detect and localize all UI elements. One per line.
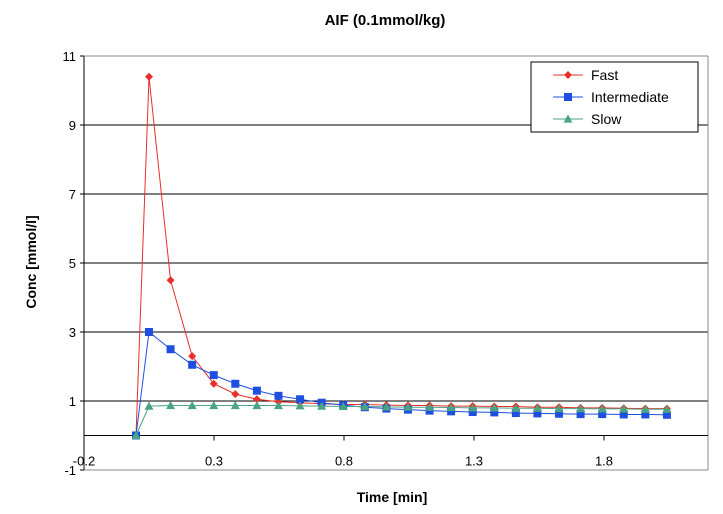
data-point-slow <box>295 401 305 410</box>
data-point-fast <box>252 395 261 404</box>
data-point-slow <box>230 400 240 410</box>
y-tick-label: 3 <box>69 325 76 340</box>
series-group <box>131 72 672 440</box>
data-point-slow <box>662 404 672 413</box>
data-point-fast <box>145 72 153 81</box>
data-point-slow <box>446 403 456 412</box>
data-point-slow <box>597 404 607 413</box>
y-tick-label: 7 <box>69 187 76 202</box>
data-point-intermediate <box>533 409 542 418</box>
legend-marker-intermediate <box>564 93 572 101</box>
series-line-slow <box>135 404 667 436</box>
data-point-intermediate <box>188 360 197 369</box>
data-point-slow <box>532 403 542 412</box>
data-point-slow <box>381 402 391 411</box>
data-point-intermediate <box>662 410 671 419</box>
data-point-slow <box>166 400 176 410</box>
data-point-slow <box>640 404 650 413</box>
series-slow <box>131 400 672 440</box>
data-point-intermediate <box>555 409 564 418</box>
data-point-intermediate <box>296 395 305 404</box>
y-axis-title: Conc [mmol/l] <box>23 215 39 308</box>
data-point-slow <box>144 401 154 410</box>
x-tick-label: 1.8 <box>595 454 613 469</box>
y-tick-label: 11 <box>63 49 77 64</box>
data-point-fast <box>231 390 240 399</box>
data-point-slow <box>317 401 327 410</box>
data-point-intermediate <box>490 408 499 417</box>
data-point-intermediate <box>641 410 650 419</box>
x-tick-label: 0.3 <box>205 454 223 469</box>
data-point-slow <box>403 402 413 411</box>
x-tick-labels: -0.2 0.3 0.8 1.3 1.8 <box>73 454 613 469</box>
data-point-slow <box>360 402 370 411</box>
data-point-slow <box>468 403 478 412</box>
legend-marker-slow <box>563 114 573 123</box>
data-point-intermediate <box>274 391 283 400</box>
axes <box>80 55 709 471</box>
data-point-intermediate <box>447 407 456 416</box>
y-tick-label: -1 <box>64 463 76 478</box>
x-tick-label: 0.8 <box>335 454 353 469</box>
data-point-slow <box>576 404 586 413</box>
legend-marker-fast <box>564 71 572 79</box>
data-point-intermediate <box>468 408 477 417</box>
data-point-slow <box>252 400 262 410</box>
data-point-intermediate <box>145 328 153 336</box>
x-tick-label: -0.2 <box>73 454 95 469</box>
data-point-slow <box>338 402 348 411</box>
data-point-intermediate <box>576 410 585 419</box>
data-point-fast <box>166 276 175 285</box>
data-point-intermediate <box>166 345 175 354</box>
data-point-slow <box>489 403 499 412</box>
data-point-intermediate <box>511 409 520 418</box>
legend: Fast Intermediate Slow <box>530 61 699 133</box>
data-point-slow <box>187 400 197 410</box>
data-point-intermediate <box>209 371 218 380</box>
data-point-fast <box>209 379 218 388</box>
data-point-slow <box>425 402 435 411</box>
data-point-slow <box>619 404 629 413</box>
data-point-slow <box>554 404 564 413</box>
legend-label-slow: Slow <box>591 111 622 127</box>
y-tick-label: 5 <box>69 256 76 271</box>
data-point-slow <box>273 400 283 410</box>
legend-label-intermediate: Intermediate <box>591 89 669 105</box>
y-tick-label: 1 <box>69 394 76 409</box>
x-axis-title: Time [min] <box>357 489 428 505</box>
data-point-slow <box>131 431 141 440</box>
data-point-intermediate <box>252 386 261 395</box>
chart-title: AIF (0.1mmol/kg) <box>325 12 446 29</box>
data-point-fast <box>188 352 197 361</box>
y-tick-labels: -1 1 3 5 7 9 11 <box>63 49 77 478</box>
y-tick-label: 9 <box>69 118 76 133</box>
data-point-slow <box>209 400 219 410</box>
data-point-intermediate <box>598 410 607 419</box>
data-point-intermediate <box>231 379 240 388</box>
data-point-slow <box>511 403 521 412</box>
x-tick-label: 1.3 <box>465 454 483 469</box>
data-point-intermediate <box>619 410 628 419</box>
legend-label-fast: Fast <box>591 67 618 83</box>
